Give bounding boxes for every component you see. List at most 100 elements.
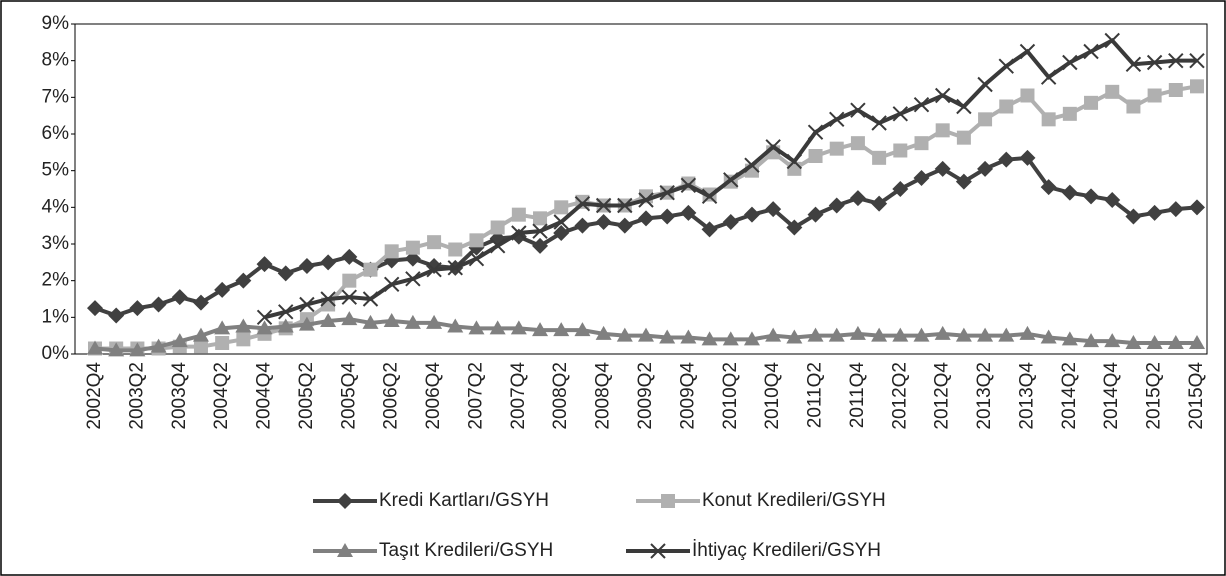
- x-tick-label: 2013Q2: [974, 362, 995, 430]
- point: [256, 320, 273, 335]
- point: [914, 136, 929, 151]
- point: [405, 271, 421, 287]
- point: [532, 223, 548, 239]
- x-tick-label: 2009Q2: [635, 362, 656, 430]
- point: [171, 289, 188, 306]
- point: [638, 210, 654, 227]
- point: [998, 151, 1015, 168]
- point: [214, 320, 231, 335]
- point: [786, 329, 803, 344]
- point: [765, 327, 782, 342]
- point: [574, 195, 591, 212]
- point: [108, 342, 125, 357]
- y-tick-label: 7%: [42, 86, 70, 107]
- point: [913, 170, 930, 186]
- x-tick-label: 2014Q2: [1059, 362, 1080, 430]
- point: [638, 327, 654, 342]
- point: [236, 332, 251, 347]
- point: [553, 322, 570, 337]
- point: [129, 300, 146, 317]
- x-tick-label: 2015Q4: [1186, 362, 1207, 430]
- x-tick-label: 2008Q2: [550, 362, 571, 430]
- point: [849, 190, 866, 207]
- point: [1040, 69, 1057, 85]
- x-tick-label: 2003Q2: [126, 362, 147, 430]
- point: [743, 206, 760, 223]
- point: [934, 87, 951, 104]
- point: [807, 124, 824, 140]
- y-tick-label: 0%: [42, 343, 70, 364]
- point: [638, 192, 654, 208]
- plot-frame: [74, 23, 1208, 355]
- x-tick-label: 2005Q4: [338, 362, 359, 430]
- point: [341, 289, 358, 305]
- point: [849, 325, 866, 340]
- point: [1062, 106, 1077, 121]
- point: [722, 331, 739, 346]
- point: [1040, 329, 1057, 344]
- point: [1020, 88, 1035, 103]
- legend-item: Kredi Kartları/GSYH: [313, 490, 549, 511]
- point: [807, 206, 824, 223]
- point: [934, 325, 951, 340]
- point: [659, 208, 676, 225]
- x-tick-label: 2008Q4: [593, 362, 614, 430]
- x-tick-label: 2003Q4: [169, 362, 190, 430]
- point: [850, 102, 866, 118]
- point: [872, 150, 887, 165]
- point: [765, 139, 781, 155]
- point: [1146, 204, 1163, 221]
- point: [215, 336, 230, 350]
- point: [1146, 54, 1163, 71]
- point: [617, 197, 633, 214]
- point: [1167, 335, 1184, 349]
- point: [150, 338, 167, 353]
- point: [913, 96, 930, 113]
- point: [256, 256, 273, 273]
- point: [192, 327, 209, 342]
- point: [1125, 56, 1142, 73]
- y-tick-label: 5%: [42, 160, 70, 181]
- point: [999, 99, 1014, 114]
- point: [448, 242, 463, 257]
- x-tick-label: 2011Q2: [805, 362, 826, 428]
- point: [554, 200, 569, 215]
- point: [277, 318, 294, 333]
- point: [320, 313, 337, 327]
- point: [659, 329, 676, 344]
- point: [150, 296, 167, 313]
- point: [362, 291, 379, 307]
- point: [532, 237, 549, 254]
- legend-label: Taşıt Kredileri/GSYH: [379, 540, 553, 561]
- point: [829, 111, 845, 128]
- point: [661, 494, 675, 508]
- point: [595, 325, 612, 340]
- legend-item: Taşıt Kredileri/GSYH: [313, 540, 553, 561]
- point: [427, 235, 442, 250]
- point: [786, 153, 803, 170]
- point: [1019, 43, 1036, 60]
- point: [595, 197, 612, 214]
- point: [129, 342, 146, 357]
- point: [871, 195, 888, 212]
- point: [722, 214, 739, 230]
- point: [1104, 192, 1121, 208]
- point: [490, 220, 505, 235]
- point: [977, 160, 994, 177]
- point: [277, 265, 294, 282]
- point: [892, 327, 909, 342]
- point: [828, 327, 845, 342]
- point: [1104, 32, 1120, 49]
- point: [489, 238, 506, 254]
- y-tick-label: 4%: [42, 196, 70, 217]
- point: [214, 281, 231, 298]
- point: [955, 327, 972, 342]
- point: [956, 130, 971, 145]
- point: [659, 184, 675, 201]
- legend-label: Konut Kredileri/GSYH: [702, 490, 886, 511]
- point: [616, 217, 633, 234]
- point: [935, 123, 950, 138]
- point: [405, 240, 420, 255]
- y-tick-label: 6%: [42, 123, 70, 144]
